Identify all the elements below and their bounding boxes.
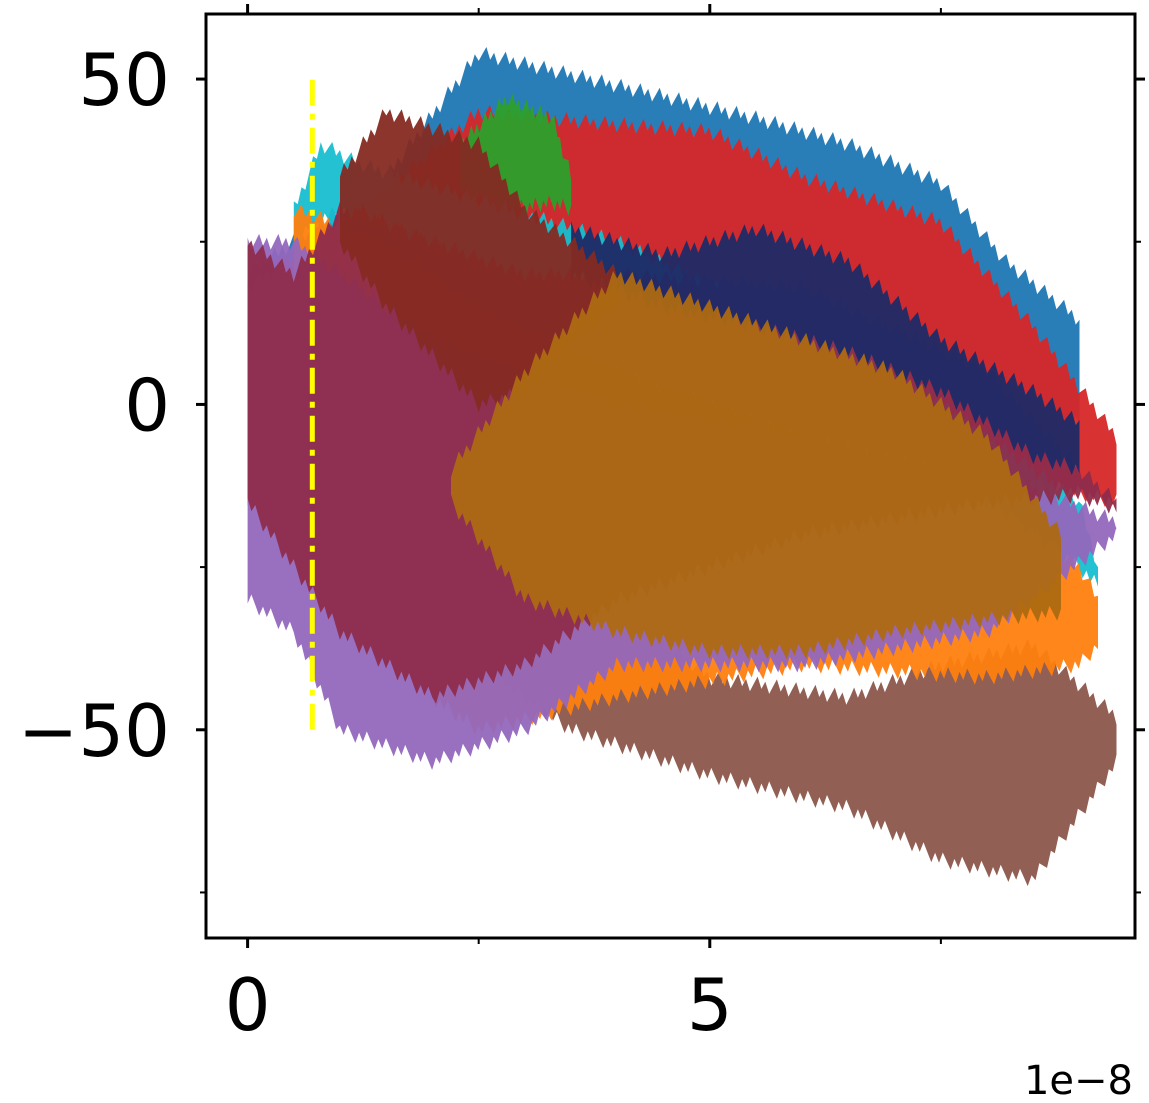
y-tick-label: 0 <box>124 363 170 447</box>
x-offset-label: 1e−8 <box>1024 1058 1133 1103</box>
x-tick-label: 0 <box>225 963 271 1047</box>
y-tick-label: 50 <box>78 38 170 122</box>
y-tick-label: −50 <box>18 689 170 773</box>
plot-frame <box>204 12 1137 940</box>
series-area-11 <box>451 270 1061 660</box>
series-areas <box>247 47 1117 887</box>
series-area-10 <box>340 109 618 413</box>
axis-ticks <box>196 4 1145 948</box>
series-area-9 <box>571 220 1080 476</box>
axis-tick-labels: 0 5 50 0 −50 <box>18 38 733 1047</box>
x-tick-label: 5 <box>687 963 733 1047</box>
